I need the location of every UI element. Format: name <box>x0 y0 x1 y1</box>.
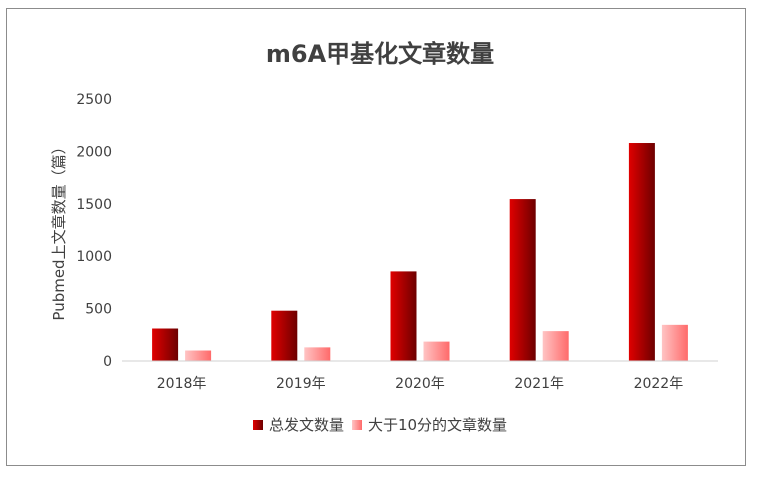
legend: 总发文数量 大于10分的文章数量 <box>0 414 760 435</box>
y-tick-label: 2000 <box>76 144 112 160</box>
y-tick-label: 500 <box>85 302 112 318</box>
bar-series-1-3 <box>542 331 569 361</box>
chart-title: m6A甲基化文章数量 <box>265 40 495 68</box>
bar-series-0-1 <box>271 310 298 361</box>
legend-item-0: 总发文数量 <box>252 414 344 435</box>
bar-series-0-4 <box>628 143 655 361</box>
y-tick-label: 1500 <box>76 197 112 213</box>
bar-series-0-0 <box>152 328 179 361</box>
legend-swatch-1 <box>351 419 362 430</box>
legend-label-1: 大于10分的文章数量 <box>367 416 508 434</box>
legend-label-0: 总发文数量 <box>268 416 344 434</box>
y-tick-label: 1000 <box>76 249 112 265</box>
x-tick-label: 2021年 <box>514 376 564 392</box>
bar-series-1-0 <box>185 350 212 361</box>
chart-frame <box>6 8 746 466</box>
x-tick-label: 2022年 <box>634 376 684 392</box>
y-tick-label: 2500 <box>76 92 112 108</box>
legend-swatch-0 <box>252 419 263 430</box>
bar-series-1-2 <box>423 341 450 361</box>
y-axis-label: Pubmed上文章数量（篇） <box>50 139 68 320</box>
x-tick-label: 2018年 <box>157 376 207 392</box>
bar-series-1-4 <box>661 324 688 361</box>
bar-series-0-3 <box>509 199 536 361</box>
bar-series-1-1 <box>304 347 331 361</box>
x-tick-label: 2020年 <box>395 376 445 392</box>
bar-series-0-2 <box>390 271 417 361</box>
y-tick-label: 0 <box>103 354 112 370</box>
legend-item-1: 大于10分的文章数量 <box>351 414 508 435</box>
x-tick-label: 2019年 <box>276 376 326 392</box>
